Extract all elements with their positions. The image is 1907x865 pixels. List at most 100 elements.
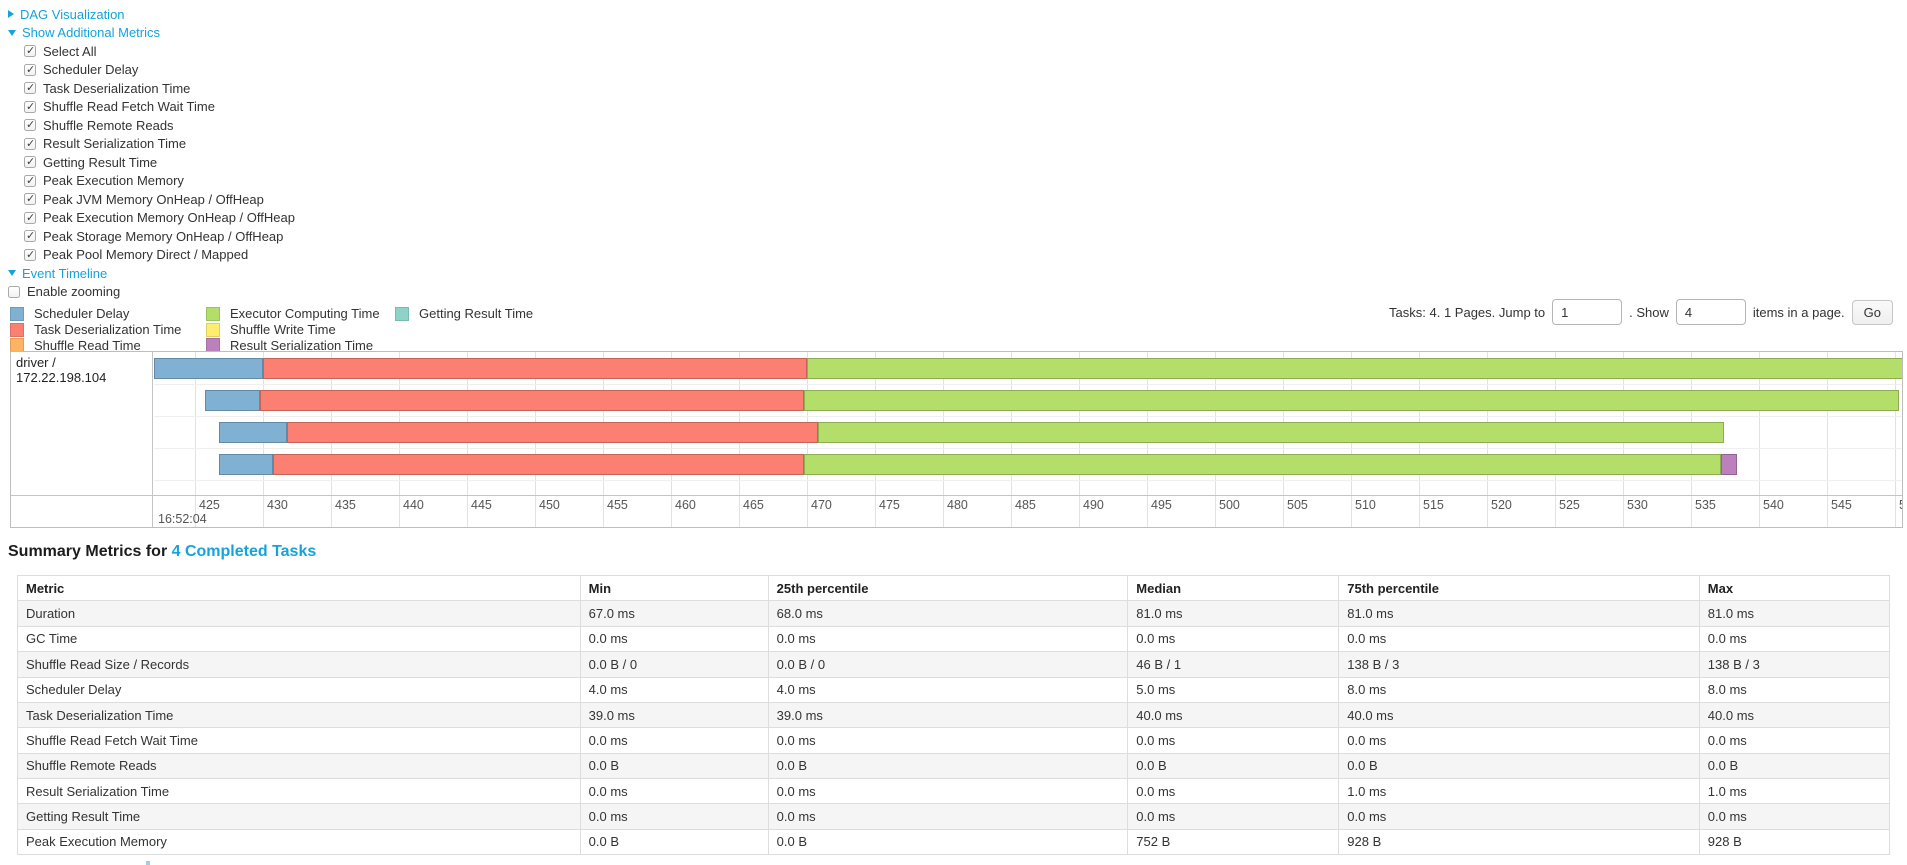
timeline-bar-segment-scheduler-delay[interactable]	[204, 390, 261, 411]
table-row: Shuffle Read Fetch Wait Time 0.0 ms 0.0 ms…	[17, 727, 1891, 754]
metric-value-cell: 40.0 ms	[1127, 701, 1340, 729]
checkbox-peak-storage-memory-onheap-offheap[interactable]	[24, 229, 36, 243]
metric-option-row: Select All	[8, 42, 295, 61]
metric-value-cell: 39.0 ms	[579, 701, 769, 729]
gridline	[1759, 352, 1760, 495]
row-separator	[154, 384, 1902, 385]
timeline-bar-segment-executor-computing[interactable]	[804, 390, 1900, 411]
link-show-additional-metrics[interactable]: Show Additional Metrics	[8, 24, 295, 43]
metric-value-cell: 0.0 ms	[579, 625, 769, 653]
legend-item-result-serialization-time: Result Serialization Time	[206, 337, 395, 353]
axis-tick-label: 455	[607, 498, 628, 512]
timeline-bar-segment-task-deserialization[interactable]	[263, 358, 807, 379]
axis-gridline	[943, 496, 944, 527]
timeline-bar-segment-task-deserialization[interactable]	[272, 454, 805, 475]
checkbox-peak-execution-memory[interactable]	[24, 174, 36, 187]
metric-value-cell: 0.0 B	[1698, 752, 1891, 780]
metric-value-cell: 81.0 ms	[1338, 600, 1700, 627]
jump-to-input[interactable]	[1552, 299, 1623, 325]
table-row: Task Deserialization Time 39.0 ms 39.0 ms 4…	[17, 701, 1891, 729]
legend-item-executor-computing-time: Executor Computing Time	[206, 306, 395, 322]
enable-zooming-checkbox[interactable]	[8, 285, 20, 298]
timeline-bar-segment-scheduler-delay[interactable]	[219, 422, 288, 443]
summary-title-prefix: Summary Metrics for	[8, 543, 172, 560]
metric-value-cell: 0.0 ms	[1127, 727, 1340, 754]
metric-value-cell: 928 B	[1338, 828, 1700, 856]
metric-value-cell: 46 B / 1	[1127, 651, 1340, 678]
legend-swatch-icon	[206, 322, 220, 337]
axis-tick-label: 485	[1015, 498, 1036, 512]
checkbox-result-serialization-time[interactable]	[24, 137, 36, 150]
metric-option-row: Peak Pool Memory Direct / Mapped	[8, 246, 295, 265]
clipped-link-fragment	[146, 861, 150, 865]
metric-option-row: Shuffle Read Fetch Wait Time	[8, 98, 295, 117]
metric-option-label: Getting Result Time	[43, 154, 158, 170]
metric-value-cell: 0.0 B	[767, 828, 1129, 856]
metric-value-cell: 68.0 ms	[767, 600, 1129, 627]
metric-option-label: Peak Execution Memory OnHeap / OffHeap	[43, 210, 295, 226]
metric-value-cell: 928 B	[1698, 828, 1891, 856]
checkbox-select-all[interactable]	[24, 44, 36, 58]
link-event-timeline[interactable]: Event Timeline	[8, 264, 295, 283]
axis-tick-label: 425	[199, 498, 220, 512]
timeline-bar-segment-executor-computing[interactable]	[817, 422, 1724, 443]
checkbox-peak-execution-memory-onheap-offheap[interactable]	[24, 211, 36, 224]
metric-value-cell: 0.0 B	[1338, 752, 1700, 780]
timeline-bar-segment-executor-computing[interactable]	[807, 358, 1902, 379]
legend-label: Task Deserialization Time	[34, 322, 182, 338]
metric-value-cell: 0.0 ms	[1698, 625, 1891, 653]
metric-option-row: Peak Storage Memory OnHeap / OffHeap	[8, 227, 295, 246]
metric-value-cell: 0.0 B / 0	[767, 651, 1129, 678]
axis-major-label: 16:52:04	[158, 512, 207, 526]
metric-value-cell: 5.0 ms	[1127, 676, 1340, 703]
checkbox-peak-pool-memory-direct-mapped[interactable]	[24, 248, 36, 261]
show-count-input[interactable]	[1675, 299, 1746, 325]
axis-tick-label: 505	[1287, 498, 1308, 512]
axis-gridline	[739, 496, 740, 527]
link-dag-visualization[interactable]: DAG Visualization	[8, 5, 295, 24]
metric-value-cell: 4.0 ms	[767, 676, 1129, 703]
checkbox-task-deserialization-time[interactable]	[24, 81, 36, 95]
metric-value-cell: 138 B / 3	[1698, 651, 1891, 678]
legend-label: Shuffle Read Time	[34, 337, 141, 353]
checkbox-getting-result-time[interactable]	[24, 155, 36, 169]
axis-gridline	[1215, 496, 1216, 527]
metric-value-cell: 0.0 ms	[767, 777, 1129, 805]
timeline-bar-segment-scheduler-delay[interactable]	[154, 358, 263, 379]
metric-value-cell: 0.0 B	[579, 752, 769, 780]
timeline-bar-segment-scheduler-delay[interactable]	[219, 454, 273, 475]
legend-swatch-icon	[206, 306, 220, 321]
timeline-bar-segment-task-deserialization[interactable]	[260, 390, 805, 411]
axis-gridline	[1691, 496, 1692, 527]
table-row: Result Serialization Time 0.0 ms 0.0 ms 0.0…	[17, 777, 1891, 805]
metric-value-cell: 752 B	[1127, 828, 1340, 856]
timeline-axis-label-cell	[11, 496, 153, 527]
legend-swatch-icon	[10, 306, 24, 321]
gridline	[1895, 352, 1896, 495]
timeline-bar-segment-task-deserialization[interactable]	[287, 422, 818, 443]
legend-item-scheduler-delay: Scheduler Delay	[10, 306, 206, 322]
metric-option-row: Getting Result Time	[8, 153, 295, 172]
checkbox-scheduler-delay[interactable]	[24, 63, 36, 76]
legend-swatch-icon	[395, 306, 409, 321]
completed-tasks-link[interactable]: 4 Completed Tasks	[171, 543, 317, 560]
table-row: Shuffle Read Size / Records 0.0 B / 0 0.0 …	[17, 651, 1891, 678]
event-timeline-chart: driver / 172.22.198.104 425 430 435 440 445 4…	[10, 351, 1903, 528]
checkbox-shuffle-read-fetch-wait-time[interactable]	[24, 100, 36, 113]
axis-tick-label: 465	[743, 498, 764, 512]
metric-name-cell: Shuffle Read Fetch Wait Time	[17, 727, 581, 754]
metric-checkbox-list: Select All Scheduler Delay Task Deserializ…	[8, 42, 295, 264]
metric-option-label: Peak Execution Memory	[43, 173, 184, 189]
timeline-bar-segment-executor-computing[interactable]	[804, 454, 1721, 475]
checkbox-shuffle-remote-reads[interactable]	[24, 118, 36, 132]
metric-value-cell: 8.0 ms	[1698, 676, 1891, 703]
axis-gridline	[331, 496, 332, 527]
axis-gridline	[399, 496, 400, 527]
go-button[interactable]: Go	[1851, 299, 1893, 325]
metric-option-label: Peak Storage Memory OnHeap / OffHeap	[43, 228, 284, 244]
timeline-bar-segment-result-serialization[interactable]	[1720, 454, 1738, 475]
checkbox-peak-jvm-memory-onheap-offheap[interactable]	[24, 192, 36, 206]
metric-value-cell: 0.0 ms	[1338, 625, 1700, 653]
timeline-plot-area[interactable]	[154, 352, 1902, 495]
metric-option-label: Peak JVM Memory OnHeap / OffHeap	[43, 191, 264, 207]
